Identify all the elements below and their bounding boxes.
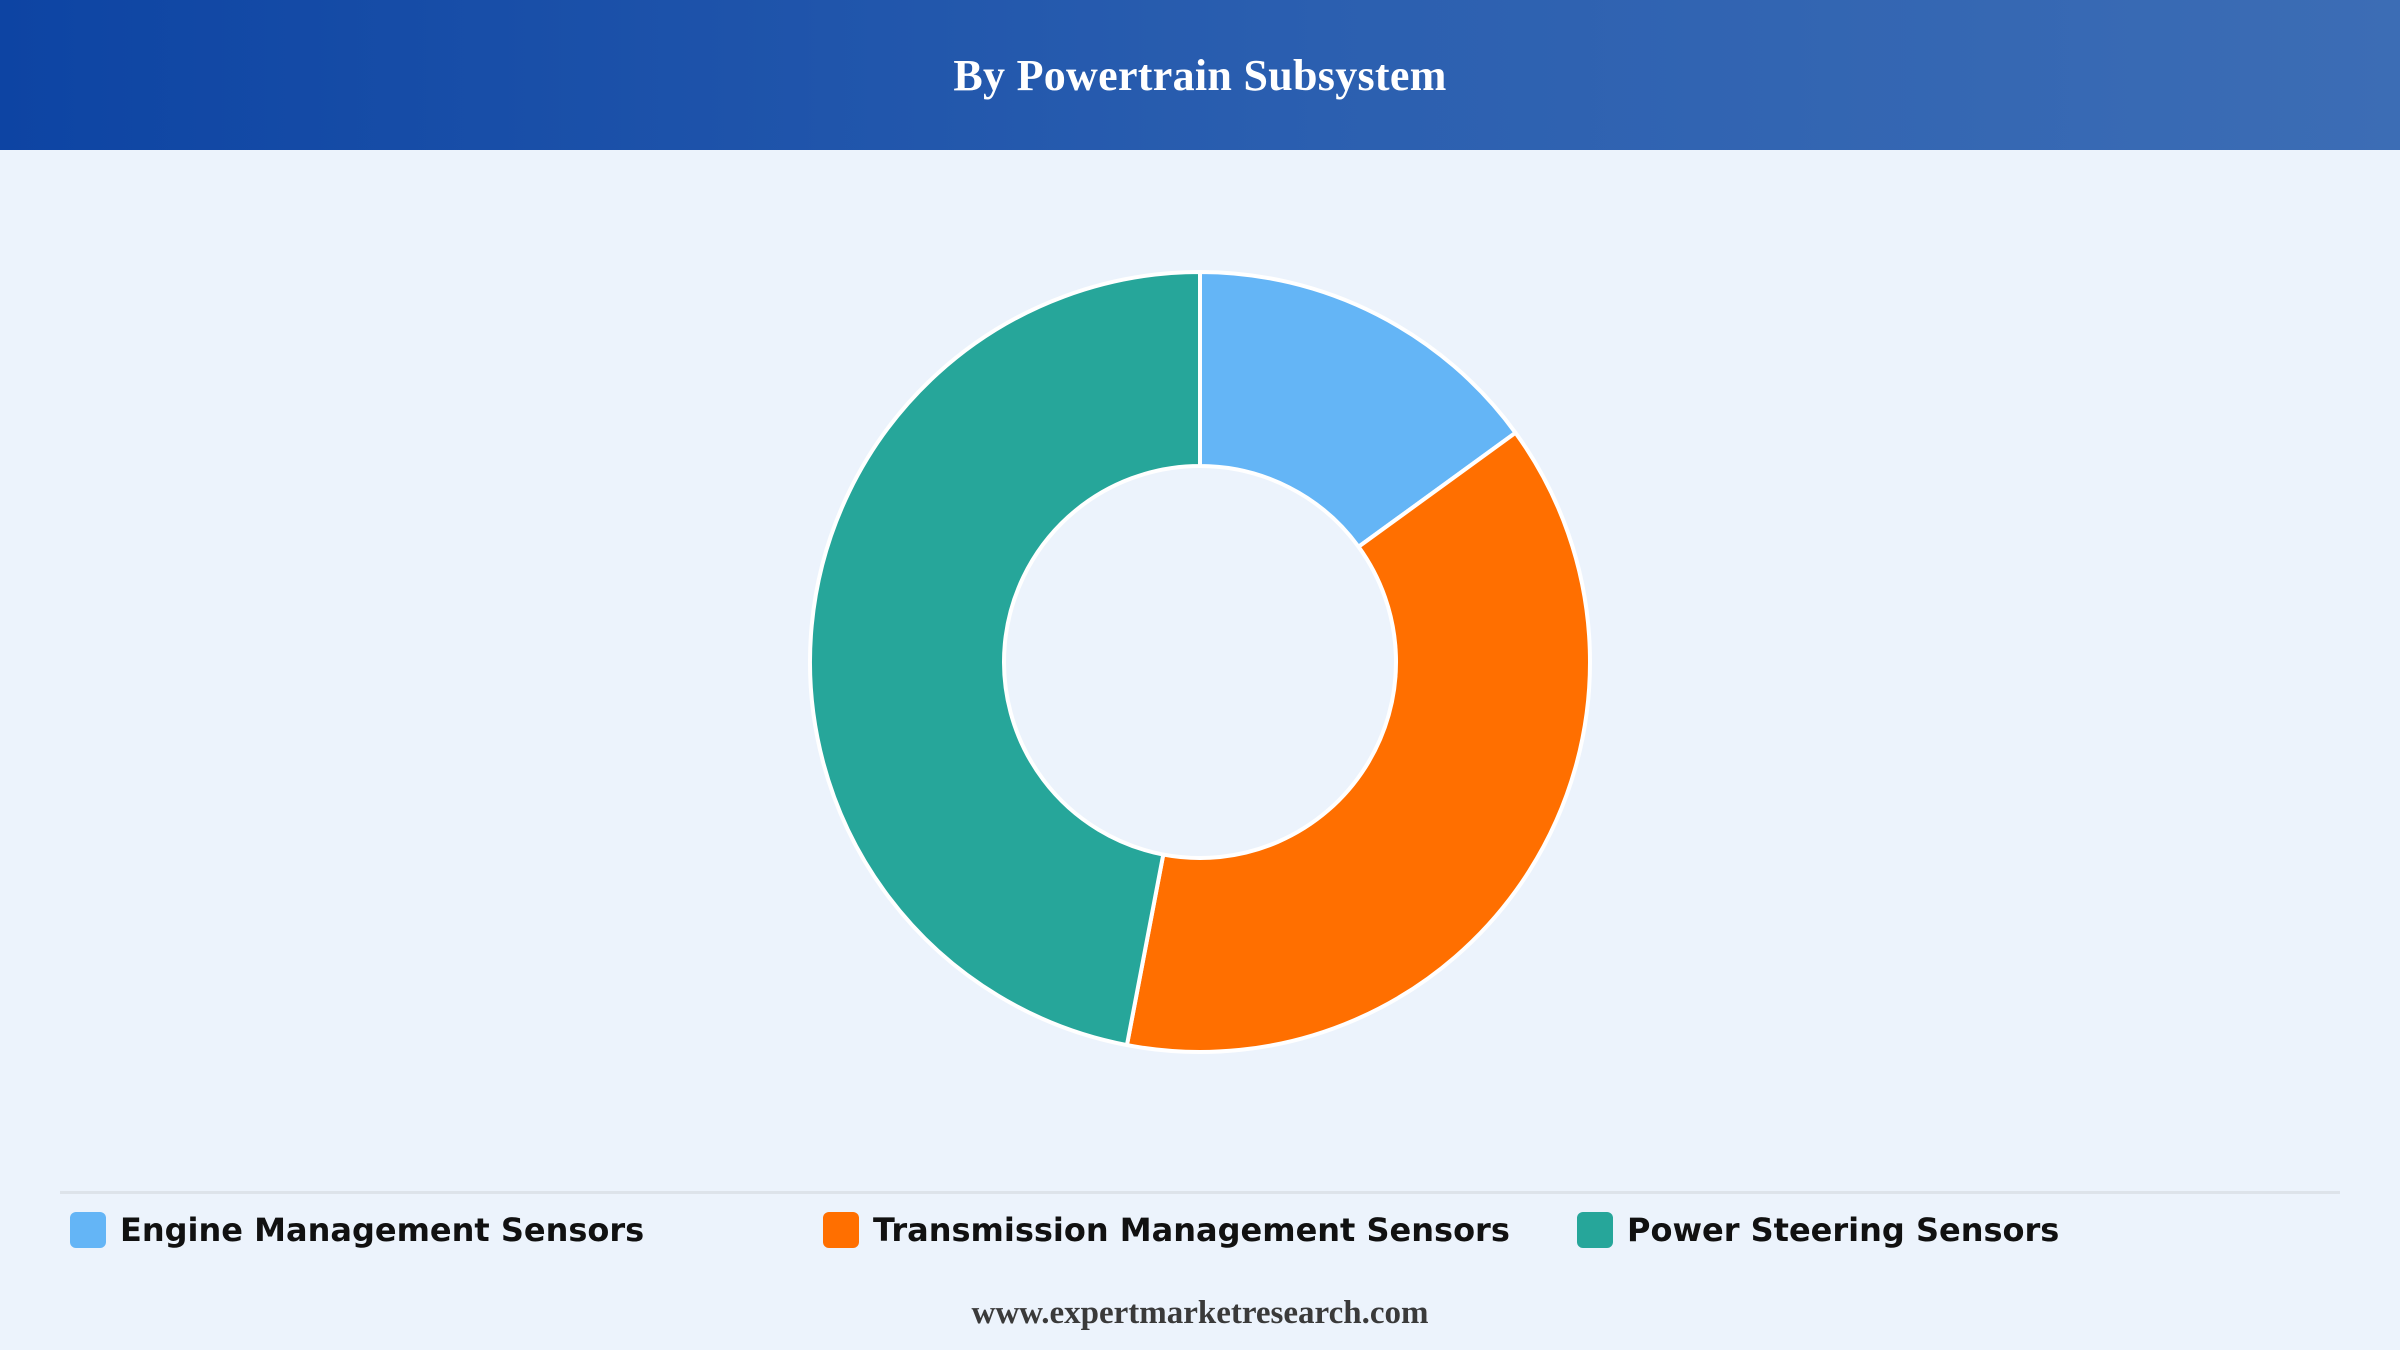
donut-slice-engine-management bbox=[1198, 270, 1518, 549]
legend-item-transmission-management: Transmission Management Sensors bbox=[823, 1210, 1510, 1250]
legend-divider bbox=[60, 1191, 2340, 1194]
legend-swatch-engine-management bbox=[70, 1212, 106, 1248]
chart-title: By Powertrain Subsystem bbox=[953, 50, 1447, 100]
source-url: www.expertmarketresearch.com bbox=[971, 1295, 1429, 1331]
legend-swatch-power-steering bbox=[1577, 1212, 1613, 1248]
chart-area bbox=[0, 150, 2400, 1190]
chart-header: By Powertrain Subsystem bbox=[0, 0, 2400, 150]
donut-slice-power-steering bbox=[808, 270, 1202, 1048]
legend-label: Power Steering Sensors bbox=[1627, 1211, 2060, 1249]
legend-label: Transmission Management Sensors bbox=[873, 1211, 1510, 1249]
chart-legend: Engine Management Sensors Transmission M… bbox=[0, 1200, 2400, 1260]
legend-swatch-transmission-management bbox=[823, 1212, 859, 1248]
legend-item-engine-management: Engine Management Sensors bbox=[70, 1210, 644, 1250]
legend-label: Engine Management Sensors bbox=[120, 1211, 645, 1249]
donut-slice-transmission-management bbox=[1124, 430, 1593, 1054]
legend-item-power-steering: Power Steering Sensors bbox=[1577, 1210, 2059, 1250]
donut-chart bbox=[808, 270, 1593, 1054]
